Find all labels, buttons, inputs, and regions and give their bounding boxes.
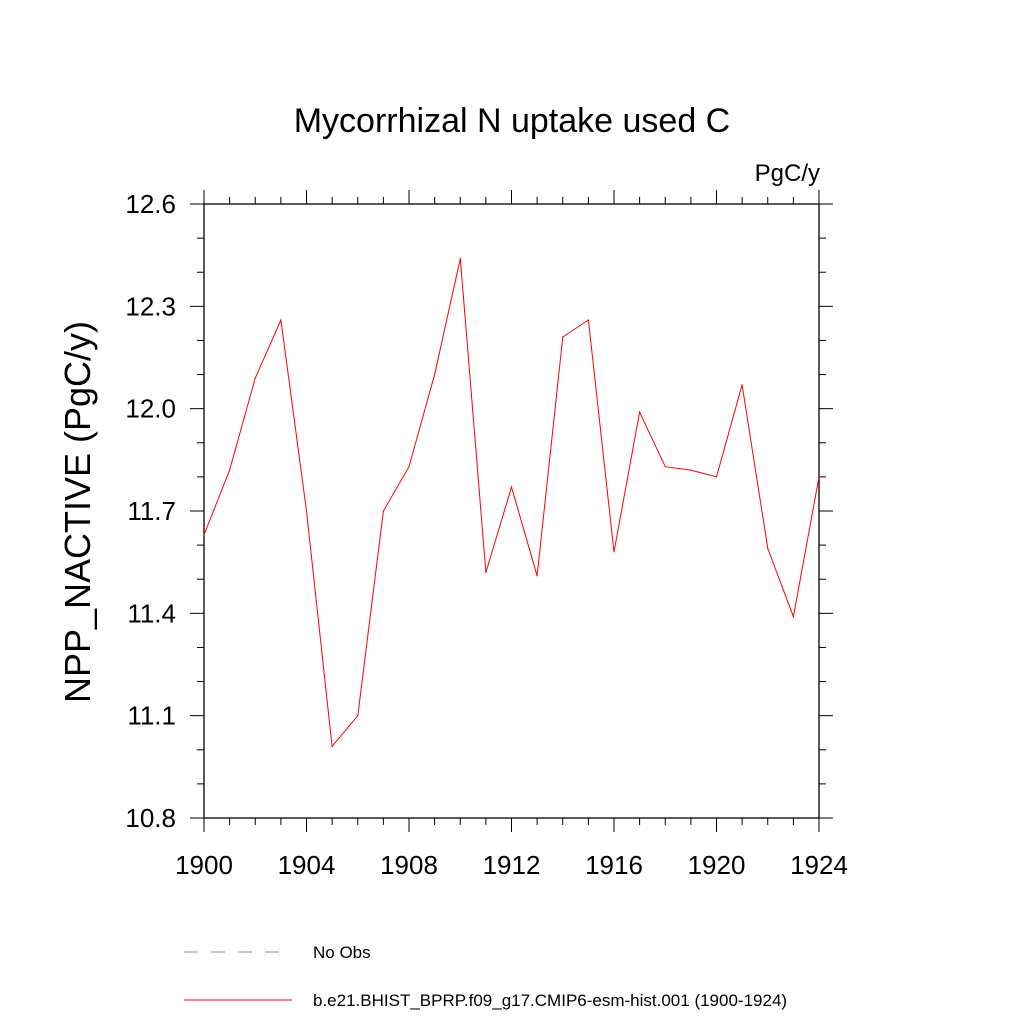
y-tick-label: 12.3 — [125, 291, 176, 321]
data-point — [254, 377, 256, 379]
x-tick-label: 1916 — [585, 850, 643, 880]
data-point — [510, 486, 513, 488]
data-point — [639, 411, 641, 413]
x-tick-label: 1900 — [175, 850, 233, 880]
data-point — [536, 575, 538, 577]
x-tick-label: 1912 — [483, 850, 541, 880]
y-axis-label: NPP_NACTIVE (PgC/y) — [57, 321, 98, 703]
data-point — [229, 469, 231, 471]
y-tick-label: 11.7 — [127, 496, 176, 526]
chart-title: Mycorrhizal N uptake used C — [294, 102, 731, 140]
series-layer — [203, 257, 820, 748]
series-line — [203, 258, 820, 748]
y-tick-label: 11.1 — [127, 701, 176, 731]
data-point — [280, 319, 282, 321]
data-point — [690, 469, 692, 471]
data-point — [741, 384, 743, 386]
data-point — [613, 551, 615, 553]
data-point — [305, 510, 308, 512]
x-axis: 1900 1904 1908 1912 1916 1920 1924 — [175, 190, 848, 880]
y-tick-label: 11.4 — [127, 598, 176, 628]
data-point — [562, 336, 564, 338]
data-point — [203, 534, 205, 536]
data-point — [767, 547, 769, 550]
x-tick-label: 1904 — [278, 850, 336, 880]
legend-label-model: b.e21.BHIST_BPRP.f09_g17.CMIP6-esm-hist.… — [313, 991, 787, 1010]
data-point — [587, 319, 589, 321]
data-point — [664, 466, 666, 468]
plot-frame — [203, 203, 820, 819]
data-point — [715, 476, 718, 478]
x-tick-label: 1924 — [790, 850, 848, 880]
data-point — [408, 466, 410, 468]
y-axis: 10.8 11.1 11.4 11.7 12.0 12.3 12.6 — [125, 189, 833, 833]
x-tick-label: 1920 — [688, 850, 746, 880]
data-point — [792, 616, 794, 618]
data-point — [434, 373, 436, 376]
data-point — [382, 510, 384, 512]
data-point — [357, 715, 359, 717]
y-tick-label: 12.0 — [125, 394, 176, 424]
legend-label-no-obs: No Obs — [313, 943, 371, 962]
units-label: PgC/y — [755, 160, 820, 187]
y-tick-label: 12.6 — [125, 189, 176, 219]
data-point — [485, 571, 487, 574]
data-point — [331, 745, 333, 747]
legend: No Obs b.e21.BHIST_BPRP.f09_g17.CMIP6-es… — [184, 943, 787, 1010]
data-point — [459, 257, 461, 260]
data-point — [818, 476, 820, 478]
y-tick-label: 10.8 — [125, 803, 176, 833]
x-tick-label: 1908 — [380, 850, 438, 880]
